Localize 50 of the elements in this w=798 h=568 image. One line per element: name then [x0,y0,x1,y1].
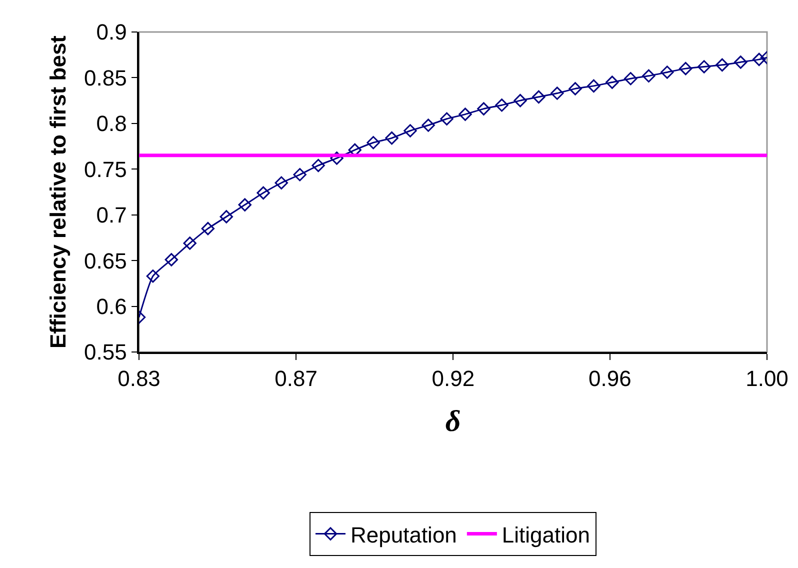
point [385,131,398,145]
point [366,136,380,150]
point [440,112,454,126]
legend-label: Litigation [502,522,590,548]
point [697,60,711,74]
y-tick-label: 0.65 [84,248,127,274]
point [642,69,656,82]
point [624,72,638,86]
y-tick-label: 0.9 [96,20,127,45]
point [238,198,252,212]
point [146,270,160,283]
point [477,102,490,116]
point [587,79,600,93]
legend-label: Reputation [350,522,457,548]
y-tick-label: 0.6 [96,294,127,319]
point [606,76,619,89]
y-tick-label: 0.55 [84,340,127,365]
point [164,253,178,266]
point [312,158,325,172]
point [679,62,692,76]
x-tick-label: 0.96 [588,366,632,392]
point [550,86,564,100]
point [256,186,270,200]
point [716,58,729,72]
point [201,222,215,236]
point [660,66,674,79]
point [183,236,196,250]
point [568,82,582,96]
point [495,98,508,112]
point [514,94,527,108]
point [734,56,748,69]
y-axis-title: Efficiency relative to first best [45,34,70,348]
y-tick-label: 0.75 [84,156,127,182]
x-tick-label: 0.92 [432,366,475,392]
x-tick-label: 0.87 [274,366,318,392]
x-tick-label: 0.83 [118,366,160,392]
point [330,152,344,165]
point [458,108,472,121]
point [404,124,417,138]
point [532,90,546,104]
point [293,168,306,182]
y-tick-label: 0.8 [96,111,127,136]
point [220,210,233,224]
y-tick-label: 0.85 [84,65,127,90]
point [752,52,766,66]
x-axis-title: δ [445,405,461,438]
point [274,176,288,190]
x-tick-label: 1.00 [746,366,788,392]
point [422,118,435,132]
y-tick-label: 0.7 [96,202,127,228]
